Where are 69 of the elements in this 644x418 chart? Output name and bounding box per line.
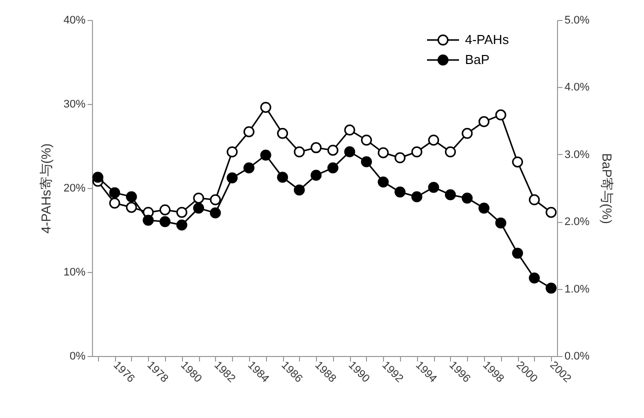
point: [546, 206, 557, 218]
point: [226, 172, 238, 184]
point: [327, 144, 338, 156]
point: [210, 207, 221, 218]
point: [126, 202, 137, 213]
point: [294, 184, 305, 196]
point: [428, 182, 440, 193]
point: [444, 189, 456, 200]
point: [109, 187, 120, 198]
point: [260, 102, 272, 113]
point: [109, 198, 120, 209]
point: [528, 194, 540, 206]
point: [310, 142, 322, 154]
point: [193, 192, 204, 204]
point: [478, 202, 490, 214]
point: [243, 162, 254, 174]
y-tick-label: 10%: [63, 266, 86, 278]
point: [210, 194, 221, 206]
y2-axis-title: BaP寄与(%): [600, 153, 615, 224]
legend-label: 4-PAHs: [465, 32, 510, 47]
point: [160, 204, 171, 216]
point: [428, 134, 440, 146]
y-tick-label: 20%: [63, 182, 86, 194]
point: [243, 126, 254, 138]
y-tick-label: 30%: [63, 98, 86, 110]
point: [344, 124, 356, 136]
point: [294, 146, 305, 158]
point: [378, 176, 389, 188]
point: [327, 162, 338, 174]
point: [495, 109, 506, 120]
y2-tick-label: 5.0%: [564, 14, 590, 26]
point: [528, 272, 540, 284]
y-tick-label: 40%: [63, 14, 86, 26]
y2-tick-label: 4.0%: [564, 82, 590, 94]
point: [176, 219, 188, 230]
point: [394, 152, 406, 164]
point: [512, 156, 524, 168]
point: [411, 191, 422, 202]
point: [277, 128, 288, 139]
y2-tick-label: 0.0%: [564, 350, 590, 362]
point: [142, 214, 154, 226]
point: [92, 172, 104, 183]
point: [310, 170, 322, 181]
point: [260, 150, 272, 161]
y2-tick-label: 3.0%: [564, 148, 590, 161]
point: [495, 217, 506, 228]
point: [360, 134, 372, 146]
y-tick-label: 0%: [70, 350, 86, 362]
point: [462, 192, 473, 204]
point: [360, 156, 372, 168]
point: [394, 186, 406, 198]
point: [344, 146, 356, 158]
point: [126, 191, 137, 202]
point: [160, 216, 171, 228]
point: [478, 116, 490, 128]
y2-tick-label: 2.0%: [564, 216, 590, 228]
point: [226, 146, 238, 158]
point: [378, 147, 389, 158]
point: [411, 146, 422, 158]
legend-label: BaP: [465, 52, 490, 67]
y2-tick-label: 1.0%: [564, 283, 590, 296]
point: [546, 282, 557, 294]
point: [193, 202, 204, 214]
point: [277, 172, 288, 183]
point: [444, 146, 456, 158]
point: [176, 206, 188, 218]
point: [462, 128, 473, 139]
y-axis-title: 4-PAHs寄与(%): [38, 143, 54, 234]
point: [512, 248, 524, 259]
